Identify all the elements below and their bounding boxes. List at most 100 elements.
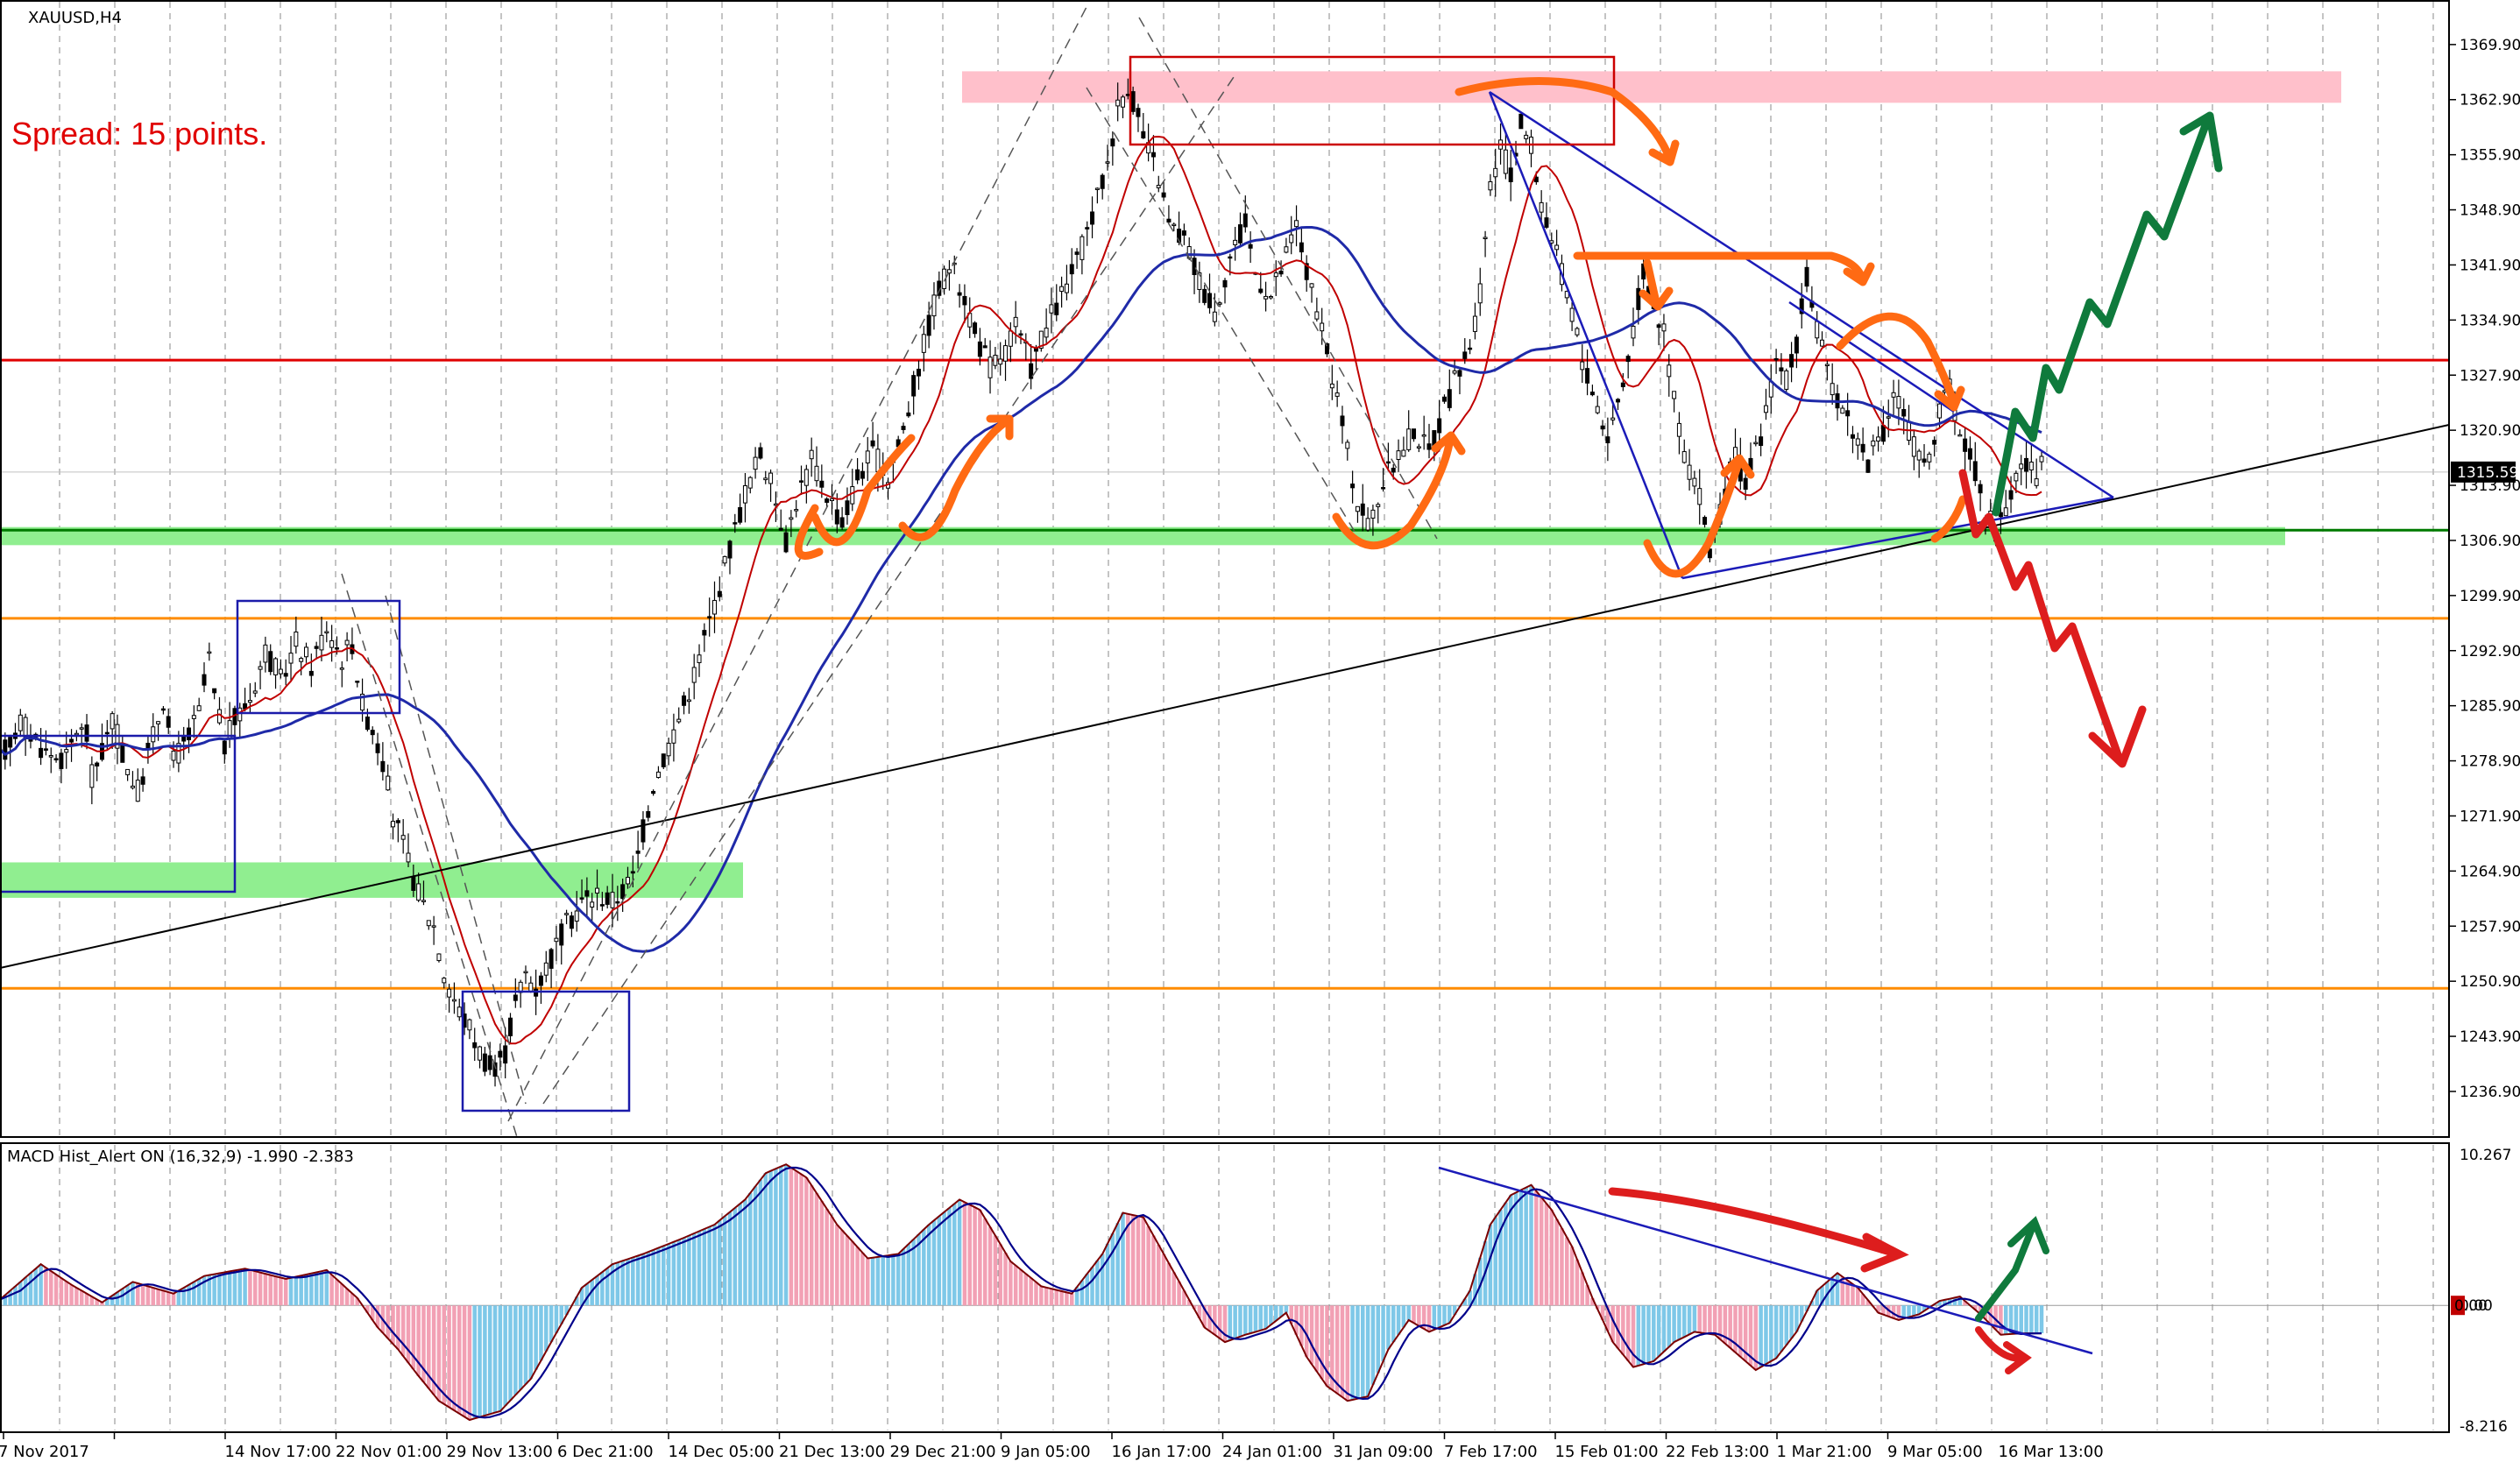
- candle-body: [1441, 396, 1447, 402]
- candle-body: [646, 811, 651, 818]
- candle-body: [707, 616, 712, 618]
- candle-body: [53, 758, 59, 761]
- candle-body: [1600, 425, 1605, 430]
- bottom-box: [461, 990, 631, 1112]
- candle-body: [1860, 443, 1865, 453]
- candle-body: [1815, 321, 1820, 339]
- candle-body: [1589, 392, 1595, 396]
- candle-body: [1932, 440, 1937, 445]
- candle-body: [799, 480, 804, 483]
- candle-body: [825, 498, 830, 503]
- candle-body: [156, 721, 161, 724]
- candle-body: [1845, 410, 1851, 417]
- candle-body: [1013, 316, 1018, 328]
- candle-body: [1503, 149, 1508, 174]
- red-forecast-arrow: [1958, 469, 2147, 768]
- candle-body: [1824, 364, 1830, 366]
- time-tick-label: 22 Nov 01:00: [336, 1443, 442, 1461]
- candle-body: [1508, 167, 1513, 182]
- candle-body: [3, 739, 8, 760]
- candle-body: [845, 500, 850, 516]
- time-tick-label: 24 Jan 01:00: [1222, 1443, 1322, 1461]
- candle-body: [973, 322, 978, 335]
- macd-tick-label: 10.267: [2460, 1147, 2511, 1164]
- candle-body: [1830, 383, 1835, 396]
- candle-body: [1237, 224, 1242, 244]
- candle-body: [1753, 441, 1759, 445]
- candle-body: [1963, 438, 1968, 452]
- candle-body: [1314, 311, 1320, 320]
- time-tick-label: 15 Feb 01:00: [1555, 1443, 1659, 1461]
- candle-body: [1901, 408, 1907, 417]
- candle-body: [1268, 295, 1273, 299]
- candle-body: [258, 666, 263, 670]
- candle-body: [661, 753, 666, 767]
- candle-body: [1396, 450, 1401, 460]
- candle-body: [559, 923, 564, 946]
- channel-dashed: [507, 6, 1087, 1122]
- time-tick-label: 9 Jan 05:00: [1001, 1443, 1091, 1461]
- candle-body: [789, 517, 794, 520]
- candle-body: [288, 653, 294, 664]
- candle-body: [829, 498, 834, 501]
- macd-panel: [0, 1145, 2449, 1430]
- candle-body: [1340, 415, 1345, 427]
- candle-body: [1773, 357, 1779, 361]
- candle-body: [196, 705, 202, 711]
- candle-body: [110, 713, 115, 730]
- candle-body: [1406, 428, 1412, 450]
- candle-body: [1401, 449, 1406, 457]
- candle-body: [1804, 266, 1809, 287]
- time-tick-label: 29 Dec 21:00: [890, 1443, 996, 1461]
- candle-body: [151, 726, 156, 743]
- price-tick-label: 1243.90: [2460, 1028, 2520, 1046]
- candle-body: [207, 651, 212, 654]
- candle-body: [79, 727, 84, 730]
- time-tick-label: 22 Feb 13:00: [1666, 1443, 1769, 1461]
- macd-tick-label: 0.00: [2460, 1297, 2493, 1315]
- candle-body: [574, 910, 579, 922]
- candle-body: [1585, 368, 1590, 384]
- candle-body: [43, 748, 48, 751]
- candle-body: [391, 821, 396, 828]
- price-tick-label: 1292.90: [2460, 643, 2520, 660]
- spread-note: Spread: 15 points.: [11, 116, 267, 152]
- candle-body: [171, 750, 176, 761]
- candle-body: [1350, 484, 1356, 489]
- candle-body: [671, 729, 676, 744]
- candle-body: [222, 740, 227, 755]
- candle-body: [411, 876, 416, 891]
- candle-body: [1891, 392, 1896, 398]
- candle-body: [39, 747, 44, 759]
- candle-body: [1865, 459, 1871, 473]
- candle-body: [778, 527, 783, 531]
- candle-body: [1309, 283, 1314, 288]
- candle-body: [1447, 389, 1452, 408]
- candle-body: [1334, 392, 1340, 397]
- candle-body: [1299, 242, 1304, 253]
- candle-body: [1616, 399, 1621, 403]
- candle-body: [1927, 453, 1932, 463]
- candle-body: [1166, 218, 1172, 222]
- candle-body: [1457, 370, 1462, 377]
- candle-body: [1376, 504, 1381, 507]
- orange-arrow: [1639, 258, 1674, 311]
- flag-line: [1788, 300, 1955, 413]
- candle-body: [564, 913, 570, 915]
- candle-body: [860, 470, 865, 479]
- candle-body: [1278, 271, 1284, 275]
- candle-body: [1426, 443, 1432, 450]
- price-tick-label: 1362.90: [2460, 92, 2520, 109]
- candle-body: [492, 1062, 498, 1077]
- candle-body: [513, 994, 518, 1001]
- candle-body: [370, 730, 375, 736]
- candle-body: [1059, 286, 1065, 293]
- candle-body: [595, 887, 600, 893]
- candle-body: [1564, 291, 1569, 299]
- candle-body: [901, 426, 906, 430]
- candle-body: [1524, 134, 1529, 139]
- candle-body: [579, 897, 584, 900]
- candle-body: [508, 1017, 513, 1036]
- candle-body: [1202, 288, 1207, 303]
